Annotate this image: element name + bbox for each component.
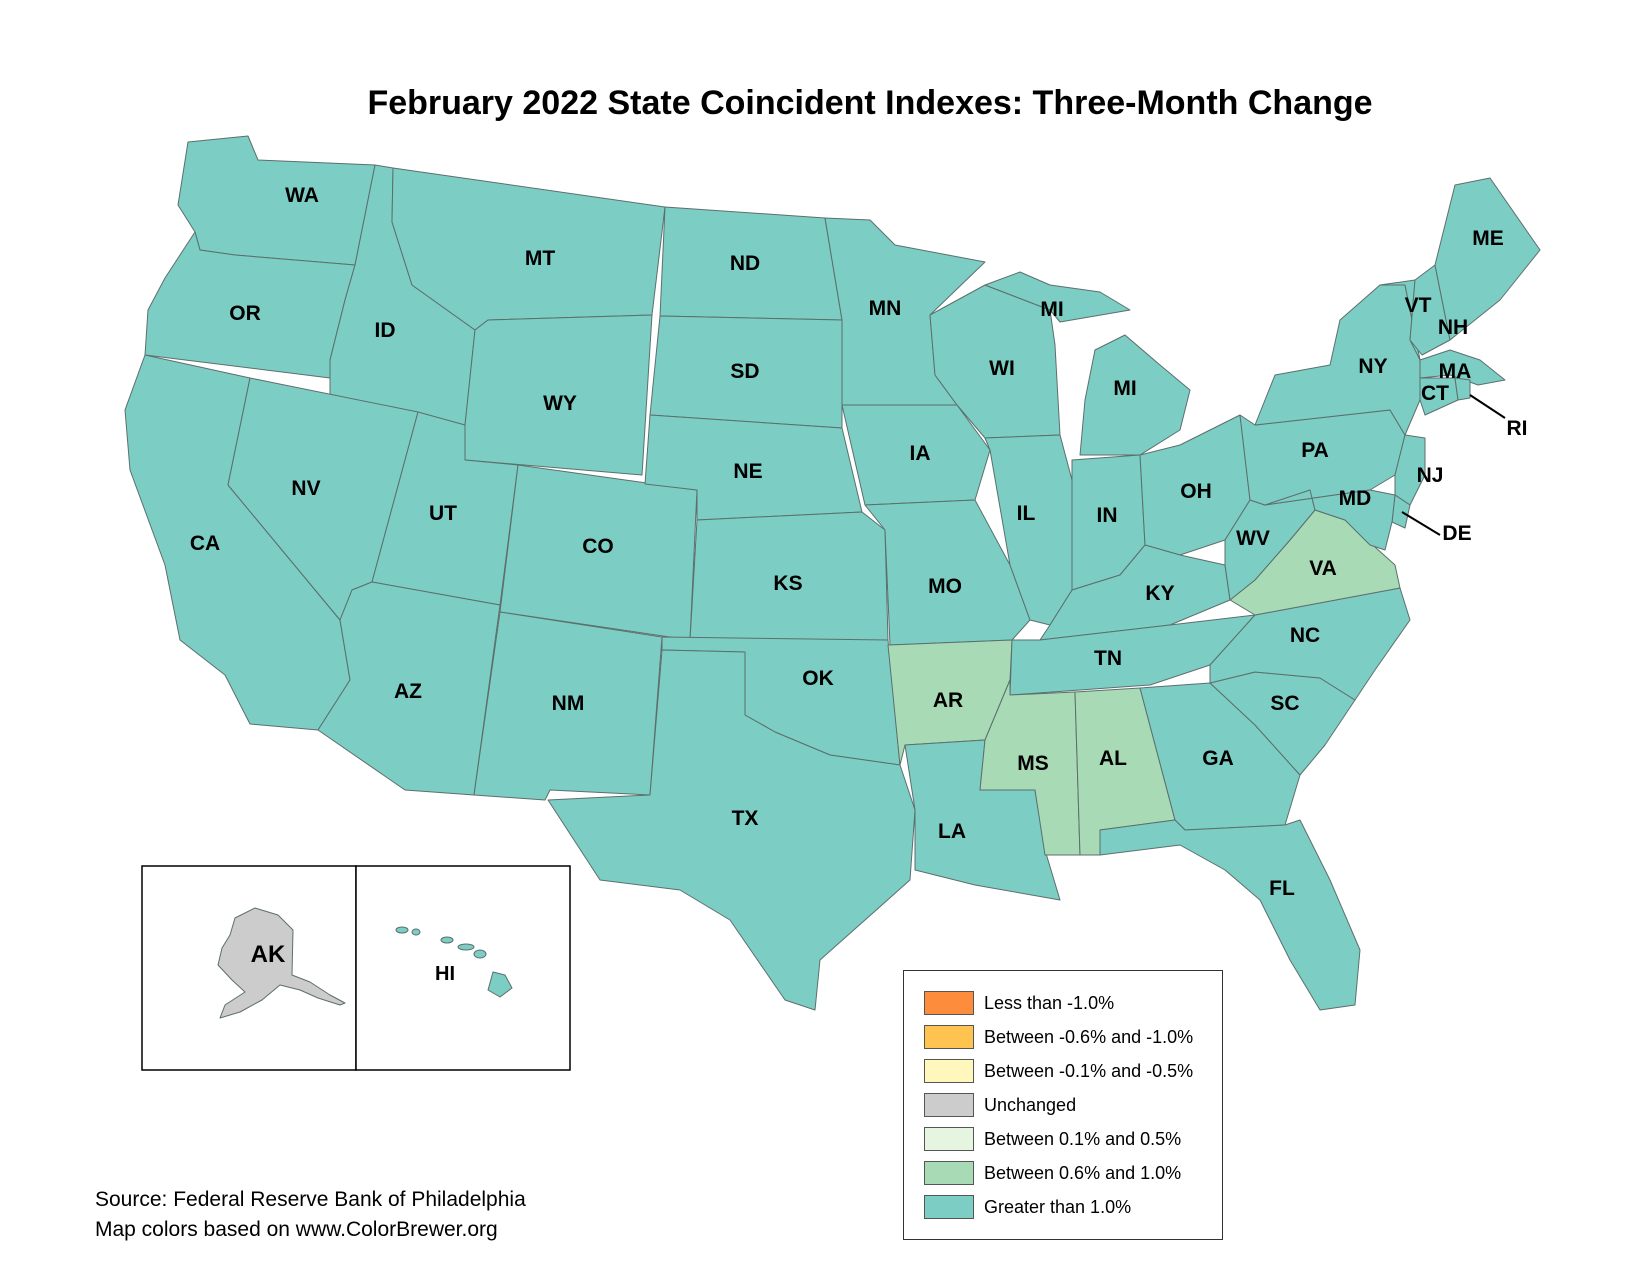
legend-swatch	[924, 1093, 974, 1117]
label-pa: PA	[1301, 439, 1329, 462]
label-ut: UT	[429, 502, 457, 525]
state-ct[interactable]	[1419, 377, 1459, 416]
legend-item: Greater than 1.0%	[924, 1195, 1131, 1219]
label-ms: MS	[1017, 752, 1049, 775]
label-ma: MA	[1439, 360, 1472, 383]
label-md: MD	[1339, 487, 1372, 510]
label-mt: MT	[525, 247, 555, 270]
label-oh: OH	[1180, 480, 1212, 503]
label-ny: NY	[1358, 355, 1387, 378]
legend-label: Less than -1.0%	[984, 992, 1115, 1013]
map-title: February 2022 State Coincident Indexes: …	[367, 84, 1373, 122]
state-md[interactable]	[1264, 489, 1396, 551]
label-ri: RI	[1507, 417, 1528, 440]
state-nh[interactable]	[1409, 264, 1451, 356]
legend-label: Unchanged	[984, 1094, 1077, 1115]
label-nm: NM	[552, 692, 585, 715]
label-wy: WY	[543, 392, 577, 415]
state-hi[interactable]	[395, 926, 513, 998]
label-nh: NH	[1438, 316, 1468, 339]
state-tx[interactable]	[547, 649, 916, 1011]
legend-swatch	[924, 1195, 974, 1219]
state-ak[interactable]	[217, 907, 346, 1019]
legend-label: Between -0.1% and -0.5%	[984, 1060, 1194, 1081]
label-ak: AK	[251, 941, 286, 968]
source-note: Source: Federal Reserve Bank of Philadel…	[95, 1185, 526, 1245]
label-de: DE	[1442, 522, 1471, 545]
label-ks: KS	[773, 572, 802, 595]
legend-swatch	[924, 1025, 974, 1049]
inset-hawaii-frame	[355, 865, 571, 1071]
state-mo[interactable]	[864, 499, 1031, 646]
legend-swatch	[924, 991, 974, 1015]
label-wv: WV	[1236, 527, 1270, 550]
label-sc: SC	[1270, 692, 1299, 715]
label-in: IN	[1097, 504, 1118, 527]
legend-item: Between -0.1% and -0.5%	[924, 1059, 1193, 1083]
label-wi: WI	[989, 357, 1015, 380]
source-line: Source: Federal Reserve Bank of Philadel…	[95, 1188, 526, 1211]
legend-item: Less than -1.0%	[924, 991, 1114, 1015]
label-or: OR	[229, 302, 261, 325]
label-az: AZ	[394, 680, 422, 703]
label-ne: NE	[733, 460, 762, 483]
legend-label: Between -0.6% and -1.0%	[984, 1026, 1194, 1047]
legend-item: Between 0.6% and 1.0%	[924, 1161, 1181, 1185]
colorbrewer-credit: Map colors based on www.ColorBrewer.org	[95, 1218, 498, 1241]
label-mo: MO	[928, 575, 962, 598]
legend-label: Between 0.1% and 0.5%	[984, 1128, 1182, 1149]
label-va: VA	[1309, 557, 1337, 580]
state-ny[interactable]	[1254, 284, 1421, 436]
label-fl: FL	[1269, 877, 1295, 900]
label-ky: KY	[1145, 582, 1174, 605]
state-az[interactable]	[317, 581, 501, 796]
label-vt: VT	[1405, 294, 1432, 317]
label-nv: NV	[291, 477, 320, 500]
state-me[interactable]	[1434, 177, 1541, 341]
label-ar: AR	[933, 689, 963, 712]
label-hi: HI	[435, 963, 455, 985]
legend-item: Between -0.6% and -1.0%	[924, 1025, 1193, 1049]
state-ri[interactable]	[1454, 377, 1471, 401]
label-tn: TN	[1094, 647, 1122, 670]
label-mi-upper: MI	[1040, 298, 1063, 321]
legend-item: Between 0.1% and 0.5%	[924, 1127, 1181, 1151]
leader-line-de	[1401, 511, 1441, 536]
label-al: AL	[1099, 747, 1127, 770]
label-me: ME	[1472, 227, 1504, 250]
legend-swatch	[924, 1127, 974, 1151]
label-nd: ND	[730, 252, 760, 275]
state-wa[interactable]	[177, 135, 376, 266]
legend-swatch	[924, 1161, 974, 1185]
label-mn: MN	[869, 297, 902, 320]
state-mi-upper[interactable]	[984, 271, 1131, 323]
state-fl[interactable]	[1099, 819, 1361, 1011]
state-ia[interactable]	[841, 404, 991, 506]
label-wa: WA	[285, 184, 319, 207]
label-la: LA	[938, 820, 966, 843]
label-sd: SD	[730, 360, 759, 383]
state-tn[interactable]	[1009, 614, 1256, 696]
legend-label: Between 0.6% and 1.0%	[984, 1162, 1182, 1183]
legend: Less than -1.0% Between -0.6% and -1.0% …	[903, 970, 1223, 1240]
state-ks[interactable]	[689, 511, 889, 641]
label-ga: GA	[1202, 747, 1234, 770]
label-ct: CT	[1421, 382, 1449, 405]
legend-item: Unchanged	[924, 1093, 1076, 1117]
state-mi-lower[interactable]	[1079, 334, 1191, 456]
label-il: IL	[1017, 502, 1036, 525]
label-co: CO	[582, 535, 614, 558]
label-nj: NJ	[1417, 464, 1444, 487]
label-nc: NC	[1290, 624, 1320, 647]
label-id: ID	[375, 319, 396, 342]
legend-swatch	[924, 1059, 974, 1083]
label-ia: IA	[910, 442, 931, 465]
label-ca: CA	[190, 532, 220, 555]
leader-line-ri	[1469, 394, 1506, 419]
legend-label: Greater than 1.0%	[984, 1196, 1132, 1217]
label-mi-lower: MI	[1113, 377, 1136, 400]
label-ok: OK	[802, 667, 834, 690]
label-tx: TX	[732, 807, 759, 830]
